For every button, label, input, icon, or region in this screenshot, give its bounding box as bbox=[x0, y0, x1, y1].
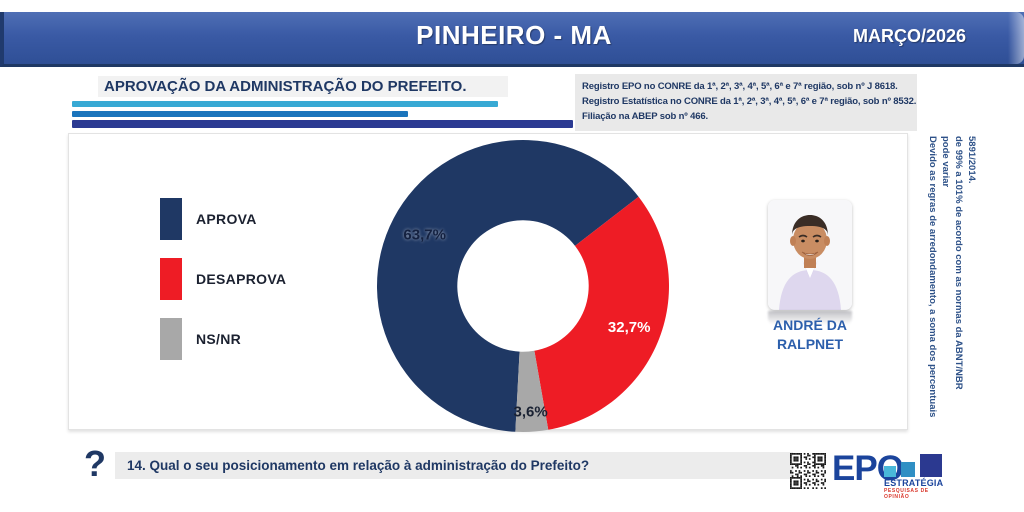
legend-label: APROVA bbox=[196, 211, 257, 227]
qr-code bbox=[790, 453, 826, 489]
divider-blue bbox=[72, 111, 408, 117]
legend-item-ns-nr: NS/NR bbox=[160, 318, 286, 360]
legend-swatch bbox=[160, 258, 182, 300]
donut-value-label-ns-nr: 3,6% bbox=[513, 403, 547, 420]
divider-cyan bbox=[72, 101, 498, 107]
logo-bar-icon bbox=[920, 454, 942, 477]
candidate-portrait-illustration bbox=[768, 200, 852, 310]
registry-box: Registro EPO no CONRE da 1ª, 2ª, 3ª, 4ª,… bbox=[575, 74, 917, 131]
registry-line: Registro Estatística no CONRE da 1ª, 2ª,… bbox=[582, 96, 917, 107]
donut-slice-aprova bbox=[376, 139, 639, 432]
donut-value-label-aprova: 63,7% bbox=[403, 227, 446, 244]
candidate-photo bbox=[768, 200, 852, 310]
logo-bar-icon bbox=[884, 466, 896, 477]
registry-line: Filiação na ABEP sob nº 466. bbox=[582, 111, 708, 122]
section-title: APROVAÇÃO DA ADMINISTRAÇÃO DO PREFEITO. bbox=[98, 76, 508, 97]
divider-navy bbox=[72, 120, 573, 128]
registry-line: Registro EPO no CONRE da 1ª, 2ª, 3ª, 4ª,… bbox=[582, 81, 898, 92]
header-bar: PINHEIRO - MA MARÇO/2026 bbox=[0, 12, 1024, 67]
legend-swatch bbox=[160, 198, 182, 240]
legend-swatch bbox=[160, 318, 182, 360]
logo-bar-icon bbox=[901, 462, 915, 477]
legend-item-aprova: APROVA bbox=[160, 198, 286, 240]
legend-item-desaprova: DESAPROVA bbox=[160, 258, 286, 300]
question-text: 14. Qual o seu posicionamento em relação… bbox=[115, 452, 793, 479]
epo-logo: EPO ESTRATÉGIA PESQUISAS DE OPINIÃO bbox=[832, 449, 952, 500]
rounding-note-line1: Devido as regras de arredondamento, a so… bbox=[927, 136, 951, 418]
donut-value-label-desaprova: 32,7% bbox=[608, 319, 651, 336]
donut-svg: 63,7% 32,7% 3,6% bbox=[376, 139, 669, 432]
header-date: MARÇO/2026 bbox=[852, 26, 966, 46]
legend-label: DESAPROVA bbox=[196, 271, 287, 287]
epo-logo-subtext: ESTRATÉGIA bbox=[884, 478, 944, 488]
header-title: PINHEIRO - MA bbox=[416, 20, 612, 50]
chart-legend: APROVA DESAPROVA NS/NR bbox=[160, 198, 286, 378]
candidate-name: ANDRÉ DA RALPNET bbox=[752, 316, 868, 354]
rounding-note-line2: de 99% a 101% de acordo com as normas da… bbox=[953, 136, 977, 390]
question-mark-icon: ? bbox=[84, 443, 106, 484]
candidate-name-line1: ANDRÉ DA bbox=[773, 317, 847, 333]
epo-logo-tagline: PESQUISAS DE OPINIÃO bbox=[884, 488, 929, 500]
donut-slice-ns-nr bbox=[515, 350, 549, 432]
rounding-note: Devido as regras de arredondamento, a so… bbox=[926, 136, 978, 438]
donut-chart: 63,7% 32,7% 3,6% bbox=[375, 138, 671, 434]
legend-label: NS/NR bbox=[196, 331, 242, 347]
donut-slice-desaprova bbox=[534, 196, 669, 430]
photo-reflection bbox=[768, 311, 852, 325]
candidate-name-line2: RALPNET bbox=[776, 336, 844, 352]
